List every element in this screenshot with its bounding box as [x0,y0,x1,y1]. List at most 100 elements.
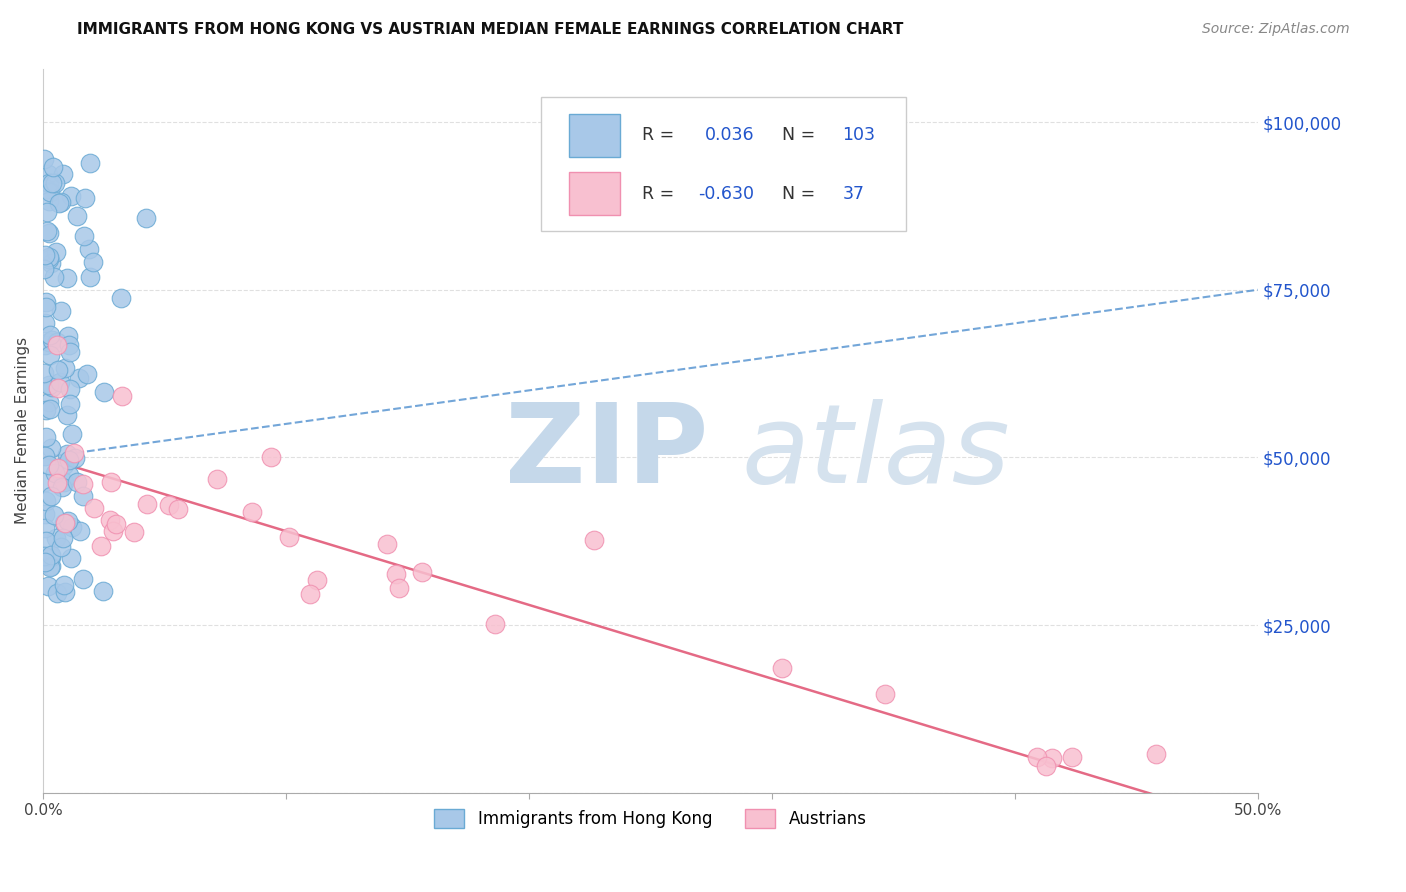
Point [32,152,55,166]
Point [38,458,60,472]
Point [77,242,100,256]
Point [38,395,60,409]
Point [38,176,60,190]
Point [48,195,70,210]
Point [51,480,73,494]
Point [82,255,104,269]
Point [770,660,793,674]
Point [45,244,67,259]
Point [35,534,58,549]
Point [111,389,134,403]
Point [46,475,69,490]
Point [69,524,91,538]
Point [53,361,76,376]
Point [34,248,56,262]
Point [34,316,56,330]
Point [63,446,86,460]
Text: N =: N = [782,185,821,202]
Point [1144,747,1167,762]
Point [46,586,69,600]
Point [53,516,76,530]
Point [35,301,58,315]
Point [46,381,69,395]
Point [384,567,406,582]
Point [59,382,82,396]
Point [67,371,90,385]
Point [34,337,56,351]
Point [41,380,63,394]
Point [42,508,65,523]
Point [1025,750,1047,764]
Point [1035,759,1057,773]
Point [59,188,82,202]
Text: 0.036: 0.036 [706,127,755,145]
Point [35,182,58,196]
Point [79,269,101,284]
Point [38,251,60,265]
Point [91,583,114,598]
Text: 103: 103 [842,127,876,145]
Point [38,378,60,392]
Point [56,446,79,460]
Point [63,451,86,466]
Y-axis label: Median Female Earnings: Median Female Earnings [15,337,30,524]
Point [76,367,98,381]
Point [35,403,58,417]
Point [53,585,76,599]
Point [39,558,62,573]
Point [157,498,180,512]
Point [307,574,329,588]
Point [49,375,72,389]
Point [52,531,75,545]
Point [98,513,121,527]
Point [90,539,112,553]
Point [35,204,58,219]
Point [38,327,60,342]
Point [41,333,63,347]
Text: IMMIGRANTS FROM HONG KONG VS AUSTRIAN MEDIAN FEMALE EARNINGS CORRELATION CHART: IMMIGRANTS FROM HONG KONG VS AUSTRIAN ME… [77,22,904,37]
Point [32,262,55,277]
Point [39,549,62,563]
Text: ZIP: ZIP [505,399,709,506]
Point [45,531,67,545]
Point [93,384,115,399]
Point [35,430,58,444]
Point [484,616,506,631]
Point [62,520,84,534]
Point [56,408,79,422]
Point [41,176,63,190]
Point [34,555,56,569]
Point [205,472,228,486]
Point [104,516,127,531]
FancyBboxPatch shape [569,113,620,157]
Point [38,559,60,574]
Point [38,194,60,209]
Point [35,295,58,310]
Point [298,587,321,601]
Point [103,524,125,538]
Point [1040,750,1063,764]
Point [73,229,96,244]
Point [72,489,94,503]
Point [42,160,65,174]
Point [38,252,60,266]
Point [122,524,145,539]
Point [53,578,76,592]
Point [51,541,73,555]
Point [34,475,56,490]
Point [46,461,69,475]
Point [65,475,87,490]
Point [62,427,84,442]
Point [46,338,69,352]
Point [59,345,82,359]
Text: N =: N = [782,127,821,145]
Point [38,334,60,349]
Text: -0.630: -0.630 [697,185,754,202]
Point [66,209,89,223]
Point [411,566,433,580]
Point [1062,750,1084,764]
Point [167,502,190,516]
Point [583,533,606,548]
Point [79,156,101,170]
Point [377,537,399,551]
